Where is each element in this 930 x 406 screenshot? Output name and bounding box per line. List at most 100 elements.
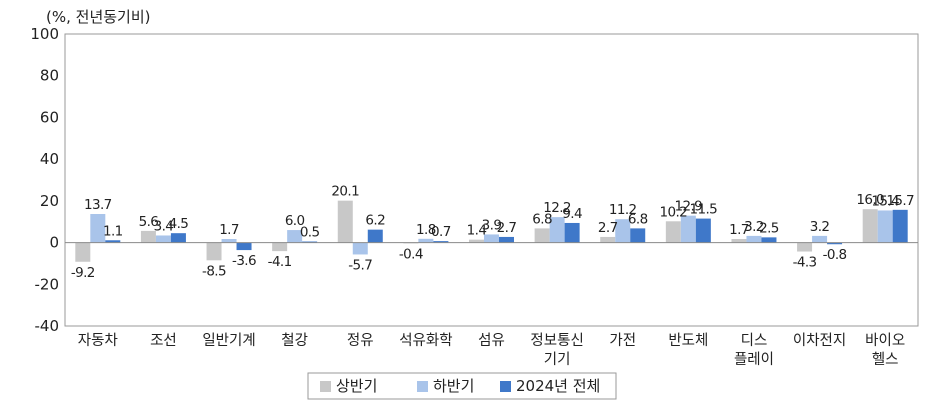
bar [797, 242, 813, 252]
data-label: 4.5 [169, 216, 189, 232]
y-tick-label: -40 [35, 317, 60, 335]
bar [484, 234, 499, 243]
bar [302, 241, 318, 243]
data-label: -0.4 [399, 246, 423, 262]
data-label: 5.6 [139, 214, 159, 230]
data-label: 15.7 [886, 193, 914, 209]
bar [731, 239, 747, 243]
data-label: 0.7 [431, 224, 451, 240]
x-tick-label: 섬유 [478, 332, 505, 349]
data-label: -4.3 [793, 255, 817, 271]
data-label: 2.5 [759, 220, 779, 236]
x-tick-label: 정유 [347, 332, 374, 349]
bar [90, 213, 106, 243]
data-label: 9.4 [562, 206, 582, 222]
data-label: 3.2 [810, 219, 830, 235]
bar [665, 221, 681, 243]
x-tick-label: 조선 [150, 332, 177, 349]
data-label: 13.7 [84, 197, 112, 213]
bar [418, 238, 434, 243]
data-label: 11.2 [609, 202, 637, 218]
legend-label: 2024년 전체 [516, 377, 600, 395]
data-label: 3.4 [154, 218, 174, 234]
unit-label: (%, 전년동기비) [46, 8, 151, 26]
y-tick-label: 80 [40, 67, 59, 85]
data-label: 16.0 [856, 192, 884, 208]
data-label: 6.2 [365, 213, 385, 229]
data-label: -0.8 [823, 247, 847, 263]
bar [892, 209, 908, 243]
y-tick-label: -20 [35, 275, 60, 293]
bar [746, 235, 762, 243]
bar [534, 228, 550, 243]
legend-label: 상반기 [336, 377, 377, 395]
data-label: 20.1 [331, 184, 359, 200]
data-label: 6.8 [532, 211, 552, 227]
bar [75, 242, 91, 262]
x-tick-label: 정보통신 [530, 332, 583, 349]
data-label: 11.5 [690, 202, 718, 218]
plot-frame [64, 33, 919, 327]
bar [549, 217, 565, 243]
bar [615, 219, 631, 243]
data-label: 1.7 [219, 222, 239, 238]
bar [630, 228, 646, 243]
data-label: 3.2 [744, 219, 764, 235]
y-tick-label: 40 [40, 150, 59, 168]
bar [862, 209, 878, 243]
y-tick-label: 60 [40, 108, 59, 126]
x-tick-label: 이차전지 [793, 332, 846, 349]
data-label: -5.7 [348, 257, 372, 273]
x-tick-label: 기기 [544, 351, 571, 368]
bar [469, 239, 484, 243]
bar [352, 242, 368, 255]
x-tick-label: 헬스 [872, 351, 899, 368]
y-tick-label: 20 [40, 192, 59, 210]
x-tick-label: 일반기계 [202, 332, 255, 349]
bar [827, 242, 843, 245]
data-label: -8.5 [202, 263, 226, 279]
data-label: 0.5 [300, 225, 320, 241]
bar [761, 237, 777, 243]
data-label: -9.2 [71, 265, 95, 281]
data-label: -3.6 [232, 253, 256, 269]
x-tick-label: 가전 [609, 332, 636, 349]
bar [140, 230, 156, 243]
x-tick-label: 디스 [741, 332, 768, 349]
bar [236, 242, 252, 251]
bar [221, 239, 237, 243]
y-tick-label: 0 [49, 234, 59, 252]
bar [877, 210, 893, 243]
data-label: 1.8 [416, 222, 436, 238]
data-label: 1.7 [729, 222, 749, 238]
data-label: 2.7 [497, 220, 517, 236]
bar [695, 218, 711, 243]
x-tick-label: 플레이 [734, 351, 774, 368]
bar [367, 229, 383, 243]
bar [287, 230, 303, 243]
y-tick-label: 100 [30, 25, 59, 43]
bar [170, 233, 186, 243]
bar [812, 235, 828, 243]
bar [680, 215, 696, 243]
legend-label: 하반기 [433, 377, 474, 395]
x-tick-label: 바이오 [865, 332, 905, 349]
data-label: -4.1 [268, 254, 292, 270]
data-label: 1.4 [467, 223, 487, 239]
bar [272, 242, 288, 252]
data-label: 2.7 [598, 220, 618, 236]
x-tick-label: 석유화학 [399, 332, 452, 349]
bar [155, 235, 171, 243]
legend-swatch [417, 381, 428, 392]
x-tick-label: 자동차 [78, 332, 118, 349]
legend-swatch [320, 381, 331, 392]
legend-box [307, 372, 617, 400]
data-label: 12.2 [543, 200, 571, 216]
data-label: 6.8 [628, 211, 648, 227]
data-label: 10.2 [660, 204, 688, 220]
data-label: 1.1 [103, 223, 123, 239]
x-tick-label: 반도체 [668, 332, 708, 349]
bar [206, 242, 222, 261]
